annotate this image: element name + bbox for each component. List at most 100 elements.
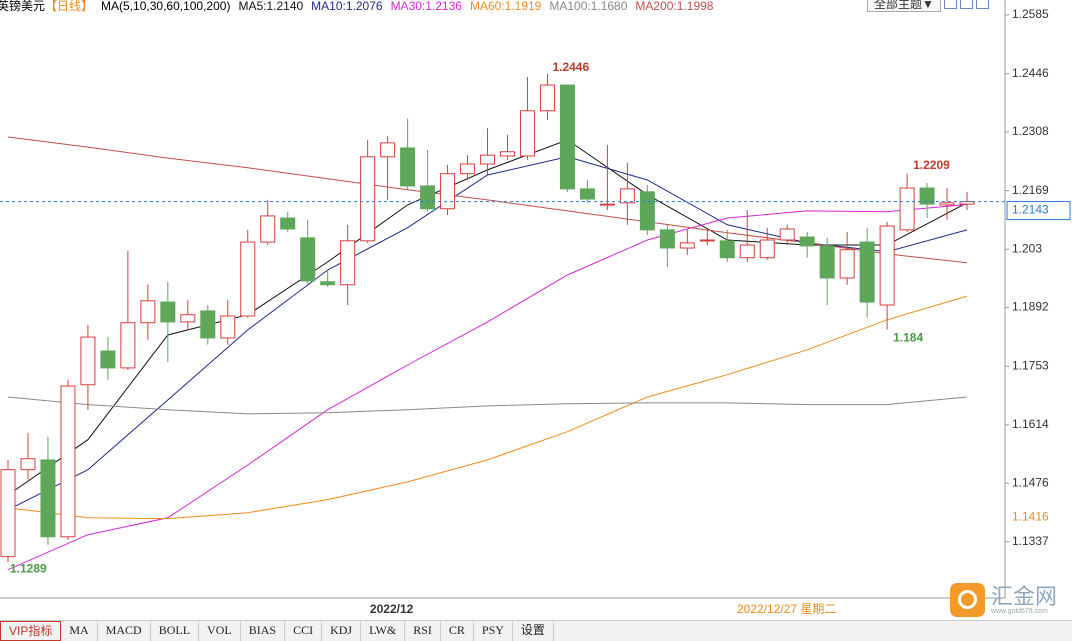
candle-body [0,469,16,558]
candle-body [120,322,136,369]
brand: 汇金网 [991,583,1058,609]
candle-body [599,203,615,206]
toolbar-tab[interactable]: CR [441,621,474,641]
icon-button[interactable] [959,0,973,9]
candle-body [360,156,376,242]
candle-body [579,188,595,200]
candle-body [480,154,496,165]
candle-body [80,336,96,386]
watermark: 汇金网 www.gold678.com [950,583,1057,617]
indicator-toolbar: VIP指标 MA MACD BOLL VOL BIAS CCI KDJ LW& RSI CR PSY 设… [0,620,1072,641]
legend-entry: MA30:1.2136 [390,0,462,13]
candle-body [839,249,855,279]
candle-body [460,163,476,175]
candle-body [500,151,515,157]
y-tick-label: 1.2446 [1012,66,1049,80]
toolbar-tab[interactable]: PSY [474,621,513,641]
toolbar-tab[interactable]: VIP指标 [0,621,62,641]
x-tick-label: 2022/12 [370,602,414,616]
toolbar-tab[interactable]: CCI [285,621,323,641]
toolbar-tab[interactable]: 设置 [513,621,554,641]
candle-body [260,215,276,243]
candle-body [340,240,356,286]
candle-body [739,244,755,259]
candle-body [659,229,675,249]
toolbar-tab[interactable]: VOL [199,621,241,641]
candle-body [300,237,316,282]
last-price-label: 1.2143 [1012,203,1049,217]
y-tick-label: 1.2169 [1012,183,1049,197]
icon-button[interactable] [975,0,989,9]
candle-body [380,142,396,158]
y-tick-label: 1.1753 [1012,358,1049,372]
y-tick-label: 1.1337 [1012,534,1049,548]
toolbar-tab[interactable]: BIAS [241,621,286,641]
candle-body [420,185,436,210]
legend: 英镑美元 【日线】 MA(5,10,30,60,100,200) MA5:1.2… [0,0,713,14]
candle-body [400,147,416,187]
legend-entry: MA200:1.1998 [635,0,714,13]
y-tick-label: 1.1614 [1012,417,1049,431]
legend-entry: MA100:1.1680 [549,0,628,13]
y-tick-label: 1.2585 [1012,7,1049,21]
legend-entry: MA10:1.2076 [311,0,383,13]
toolbar-tab[interactable]: LW& [361,621,406,641]
toolbar-tab[interactable]: KDJ [322,621,362,641]
candle-body [200,310,216,339]
toolbar-tab[interactable]: MA [61,621,98,641]
candle-body [799,236,815,247]
brand-url: www.gold678.com [991,607,1048,615]
candle-body [539,84,555,112]
ma-line [7,156,968,511]
candle-body [280,217,296,230]
y-tick-label: 1.2308 [1012,124,1049,138]
candle-body [879,225,895,306]
candle-body [160,301,176,323]
ma-params: MA(5,10,30,60,100,200) [101,0,231,13]
candle-body [719,240,735,259]
logo [950,583,985,617]
y-tick-label: 1.203 [1012,241,1042,255]
low-label: 1.184 [893,331,923,345]
candle-body [859,241,875,303]
candle-body [100,350,116,369]
candle-body [919,187,935,205]
low-label: 1.1289 [10,561,47,575]
candle-body [140,300,156,324]
legend-entry: MA60:1.1919 [469,0,542,13]
icon-button[interactable] [943,0,957,9]
toolbar-tab[interactable]: BOLL [151,621,200,641]
candle-body [779,228,795,241]
candle-body [699,239,715,242]
last-price-box [1006,201,1071,221]
candle-body [619,188,635,204]
title: 英镑美元 [0,0,46,13]
crosshair-date: 2022/12/27 星期二 [737,602,836,616]
plot [0,73,975,571]
candle-body [559,84,575,190]
legend-entry: MA5:1.2140 [238,0,304,13]
candle-body [180,314,196,323]
candle-body [440,173,456,210]
top-controls: 全部主题▼ [867,0,989,12]
theme-button[interactable]: 全部主题▼ [867,0,941,12]
high-label: 1.2209 [913,158,950,172]
marker-price-label: 1.1416 [1012,510,1049,524]
candle-body [220,315,236,339]
candle-body [60,385,76,538]
ma-line [7,396,968,415]
candle-body [639,191,655,231]
high-label: 1.2446 [552,60,589,74]
candle-body [240,241,256,317]
chart: 2022/12/27 星期二 1.2585 1.2446 1.2308 1.2169 1… [0,0,1071,616]
candle-body [40,459,56,538]
toolbar-tab[interactable]: RSI [405,621,441,641]
candle-body [679,242,695,249]
toolbar-tab[interactable]: MACD [98,621,151,641]
candle-body [20,458,36,471]
candle-body [759,239,775,259]
candle-body [939,202,955,206]
y-tick-label: 1.1476 [1012,475,1049,489]
candle-body [899,187,915,231]
